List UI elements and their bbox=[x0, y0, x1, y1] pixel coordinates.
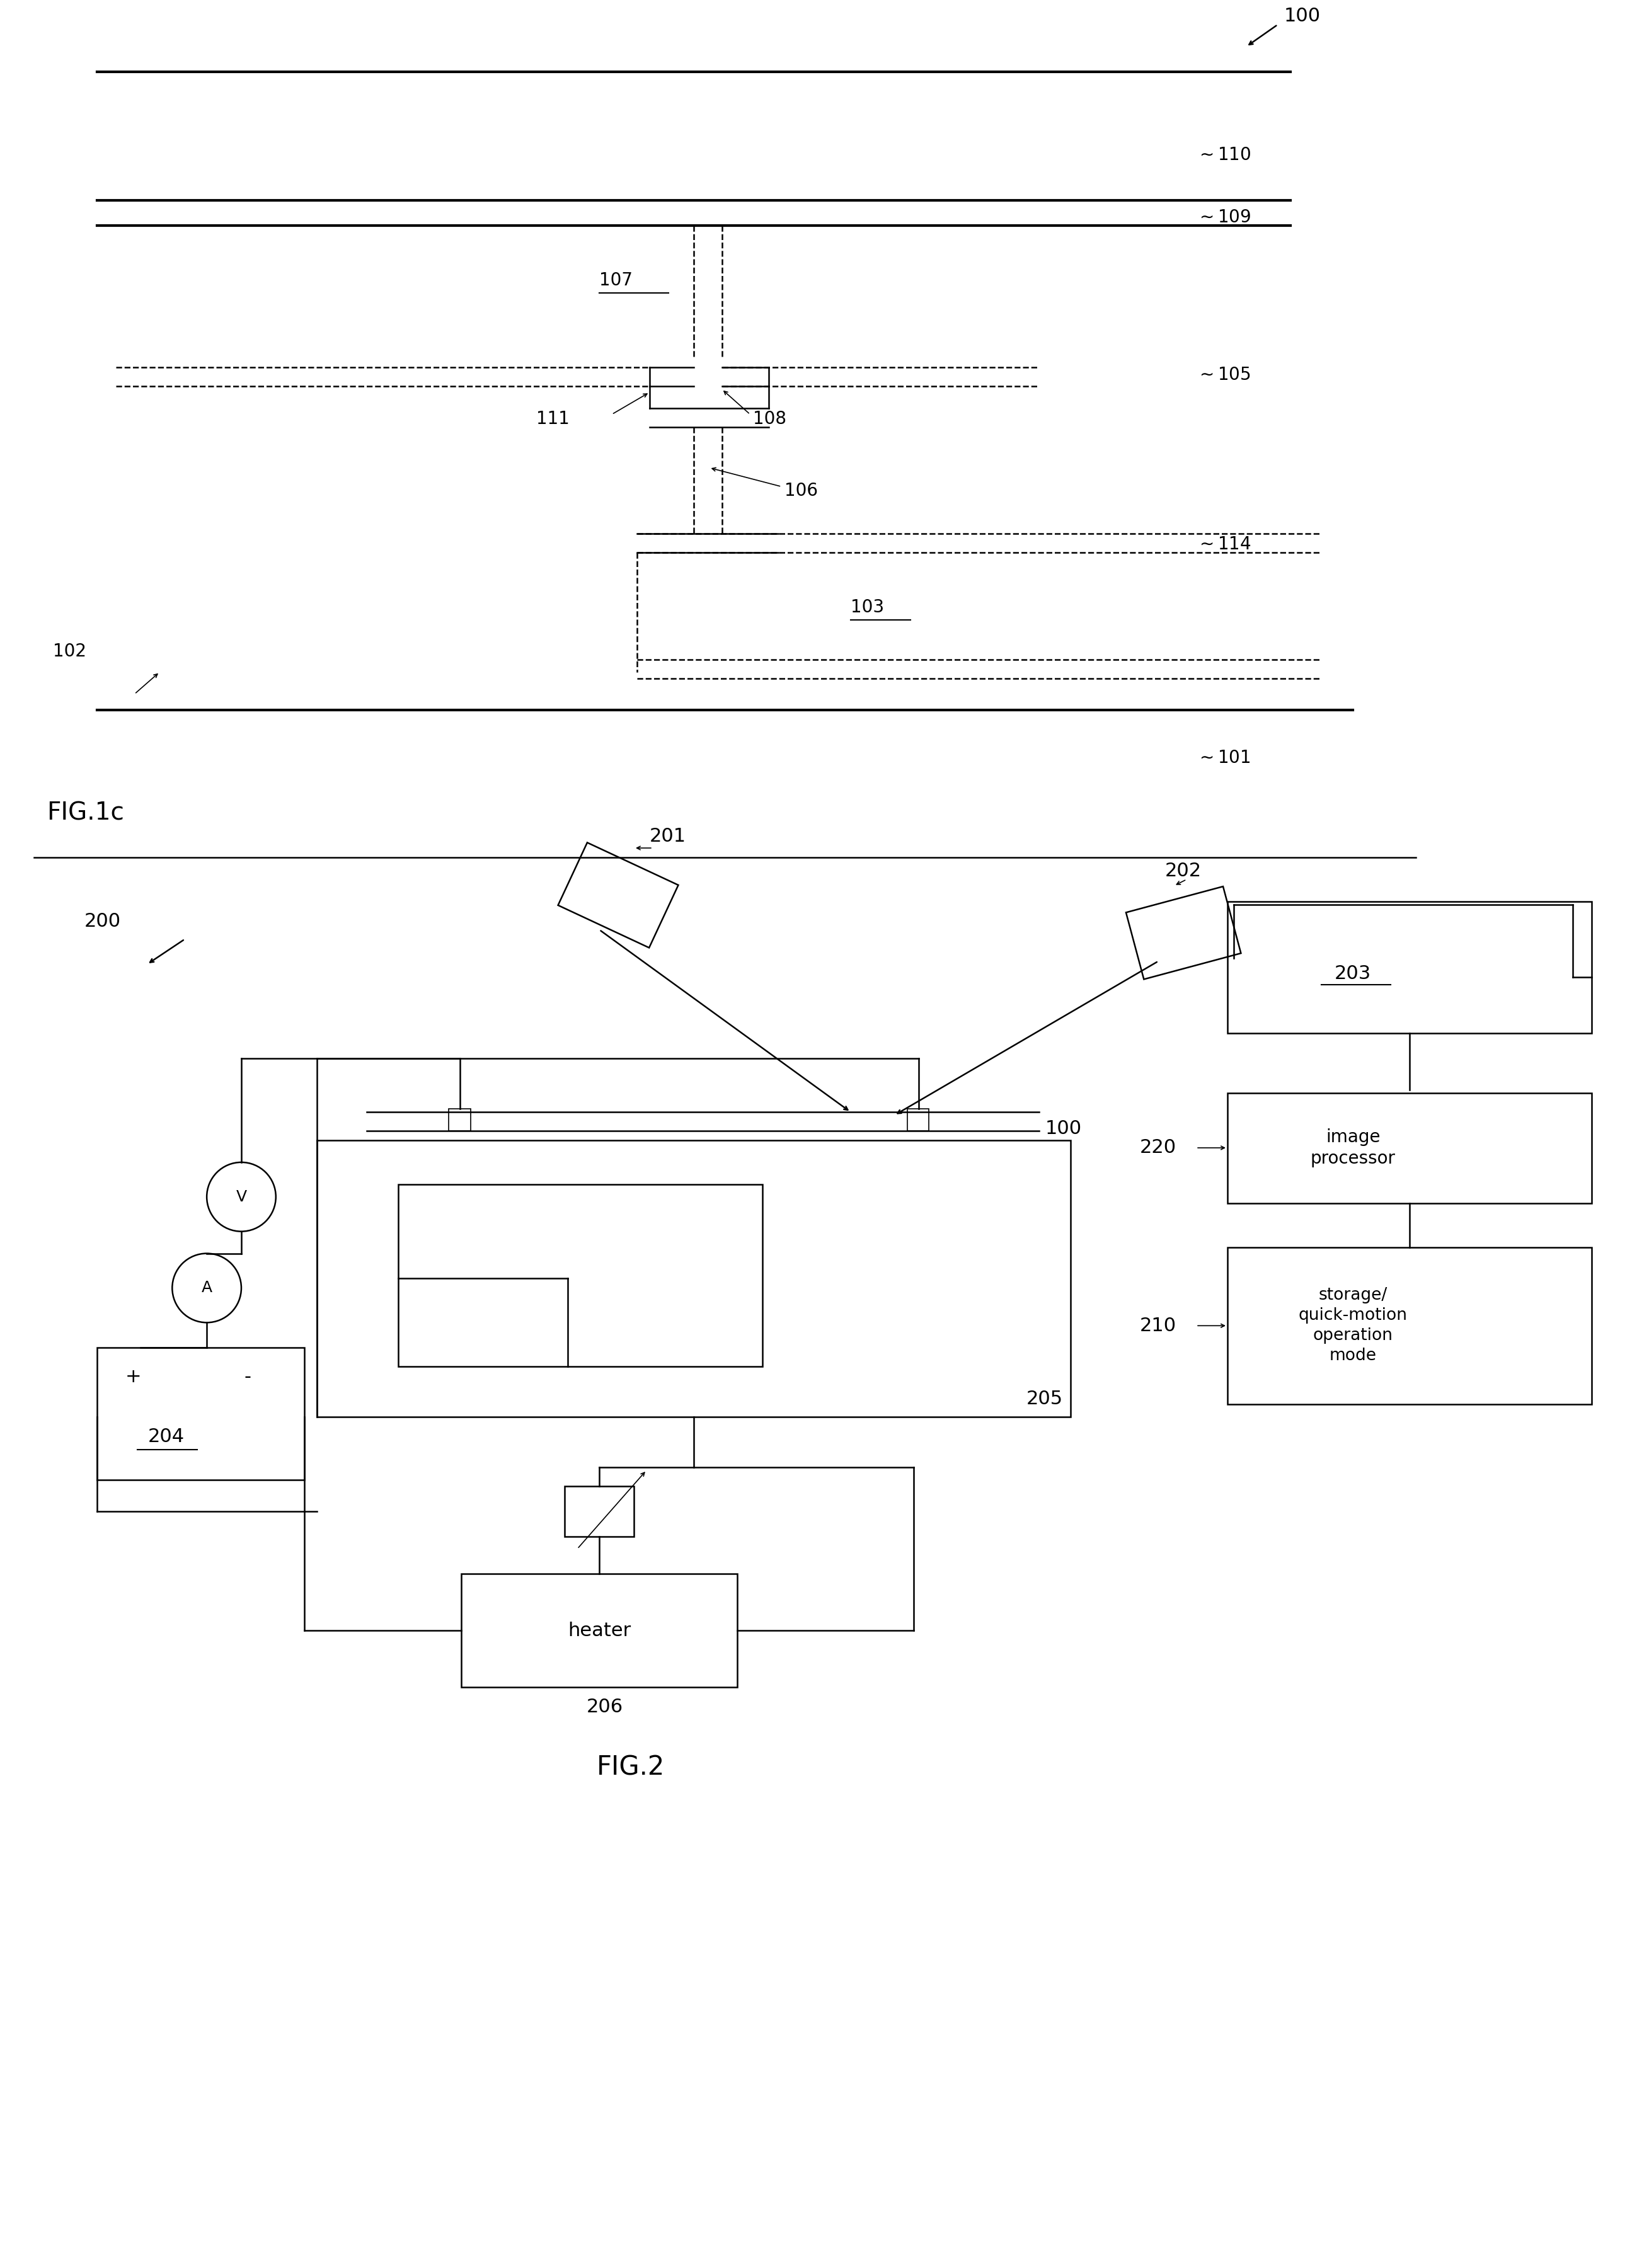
Text: 111: 111 bbox=[536, 411, 571, 429]
Text: 220: 220 bbox=[1139, 1139, 1176, 1157]
Bar bbox=[97, 1347, 303, 1479]
Text: 210: 210 bbox=[1139, 1315, 1176, 1336]
Text: 203: 203 bbox=[1334, 964, 1372, 982]
Bar bbox=[462, 1574, 737, 1687]
Bar bbox=[1227, 900, 1591, 1034]
Text: -: - bbox=[244, 1368, 251, 1386]
Bar bbox=[907, 1109, 928, 1132]
Text: 100: 100 bbox=[1045, 1120, 1082, 1139]
Text: $\sim$109: $\sim$109 bbox=[1196, 209, 1252, 227]
Text: 206: 206 bbox=[587, 1699, 623, 1717]
Text: heater: heater bbox=[567, 1622, 632, 1640]
Text: FIG.2: FIG.2 bbox=[597, 1755, 665, 1780]
Text: +: + bbox=[125, 1368, 142, 1386]
Text: 200: 200 bbox=[84, 912, 120, 930]
Text: $\sim$110: $\sim$110 bbox=[1196, 145, 1252, 163]
Text: 205: 205 bbox=[1026, 1390, 1064, 1408]
Text: $\sim$114: $\sim$114 bbox=[1196, 535, 1252, 553]
Text: $\sim$105: $\sim$105 bbox=[1196, 365, 1250, 383]
Text: 202: 202 bbox=[1164, 862, 1200, 880]
Text: 102: 102 bbox=[53, 642, 86, 660]
Bar bbox=[1227, 1247, 1591, 1404]
Text: 106: 106 bbox=[785, 483, 818, 499]
Bar bbox=[1227, 1093, 1591, 1202]
Bar bbox=[564, 1486, 633, 1535]
Text: $\sim$101: $\sim$101 bbox=[1196, 748, 1250, 767]
Bar bbox=[399, 1184, 762, 1368]
Text: FIG.1c: FIG.1c bbox=[46, 801, 124, 826]
Bar bbox=[449, 1109, 470, 1132]
Text: 204: 204 bbox=[148, 1427, 185, 1445]
Text: image
processor: image processor bbox=[1311, 1127, 1395, 1168]
Text: 103: 103 bbox=[851, 599, 884, 617]
Text: 107: 107 bbox=[599, 272, 633, 290]
Text: V: V bbox=[236, 1188, 247, 1204]
Bar bbox=[317, 1141, 1070, 1418]
Text: storage/
quick-motion
operation
mode: storage/ quick-motion operation mode bbox=[1298, 1288, 1408, 1363]
Text: A: A bbox=[201, 1281, 213, 1295]
Text: 201: 201 bbox=[650, 828, 686, 846]
Text: 100: 100 bbox=[1285, 7, 1321, 25]
Text: 108: 108 bbox=[754, 411, 787, 429]
